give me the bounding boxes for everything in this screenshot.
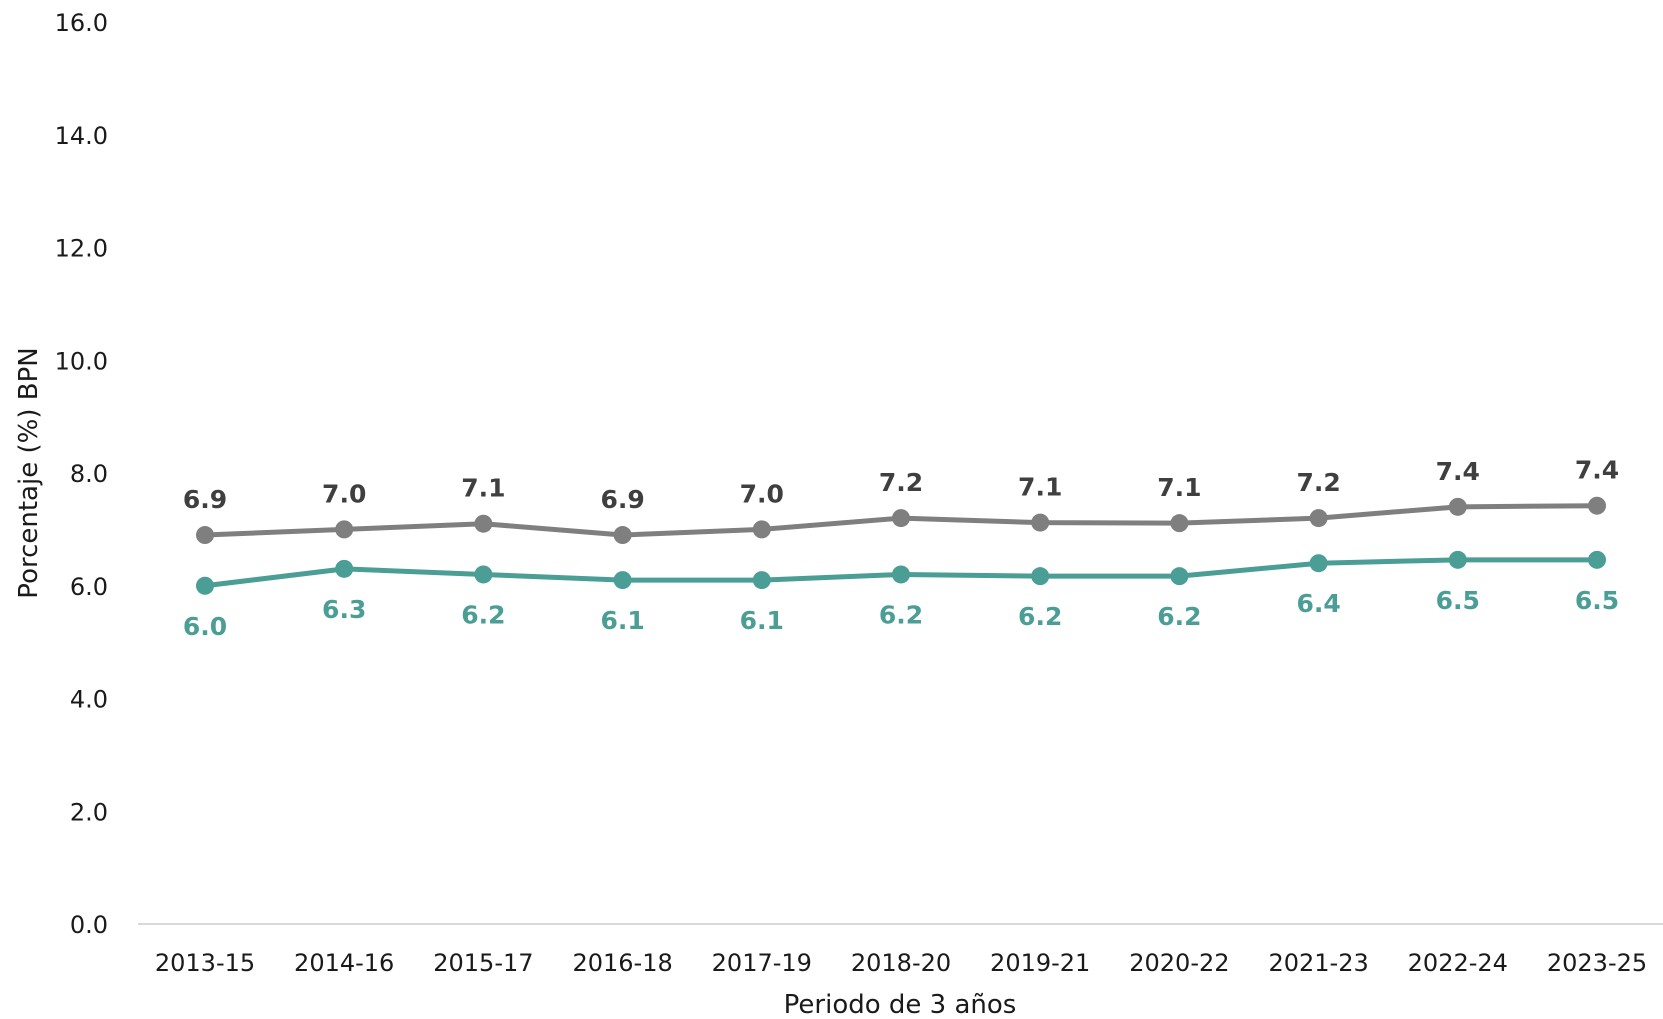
data-label: 7.0: [740, 479, 784, 508]
data-point: [196, 526, 214, 545]
x-axis-title: Periodo de 3 años: [784, 990, 1017, 1019]
data-label: 7.0: [322, 479, 366, 508]
x-tick-label: 2017-19: [712, 949, 812, 977]
x-axis-ticks: 2013-15 2014-16 2015-17 2016-18 2017-19 2018-…: [155, 949, 1647, 977]
data-label: 6.9: [600, 485, 644, 514]
data-point: [1170, 514, 1189, 533]
y-tick-label: 0.0: [70, 911, 108, 939]
data-label: 7.1: [461, 474, 505, 503]
data-point: [474, 565, 493, 584]
y-tick-label: 12.0: [55, 235, 108, 263]
data-label: 6.2: [1018, 602, 1062, 631]
data-label: 6.5: [1575, 586, 1619, 615]
data-point: [892, 565, 910, 584]
data-label: 6.3: [322, 595, 366, 624]
y-tick-label: 14.0: [55, 122, 108, 150]
y-tick-label: 10.0: [55, 347, 108, 375]
series-2: 6.0 6.3 6.2 6.1 6.1 6.2 6.2 6.2 6.4 6.5 6.5: [183, 550, 1619, 641]
data-label: 6.9: [183, 485, 227, 514]
x-tick-label: 2014-16: [294, 949, 394, 977]
data-label: 6.1: [600, 606, 644, 635]
data-point: [1031, 513, 1050, 532]
data-point: [1031, 567, 1050, 586]
x-tick-label: 2015-17: [433, 949, 533, 977]
x-tick-label: 2022-24: [1408, 949, 1508, 977]
x-tick-label: 2021-23: [1268, 949, 1368, 977]
data-point: [1170, 567, 1189, 586]
data-point: [1309, 554, 1328, 573]
x-tick-label: 2013-15: [155, 949, 255, 977]
y-tick-label: 4.0: [70, 686, 108, 714]
y-tick-label: 16.0: [55, 9, 108, 37]
y-tick-label: 6.0: [70, 573, 108, 601]
x-tick-label: 2019-21: [990, 949, 1090, 977]
x-tick-label: 2020-22: [1129, 949, 1229, 977]
data-label: 6.1: [740, 606, 784, 635]
y-tick-label: 2.0: [70, 798, 108, 826]
data-label: 7.4: [1575, 456, 1619, 485]
data-point: [1448, 550, 1467, 569]
data-label: 7.1: [1018, 473, 1062, 502]
data-point: [196, 576, 214, 595]
x-tick-label: 2018-20: [851, 949, 951, 977]
data-label: 6.2: [1157, 602, 1201, 631]
data-point: [1448, 497, 1467, 516]
y-axis-ticks: 0.0 2.0 4.0 6.0 8.0 10.0 12.0 14.0 16.0: [55, 9, 108, 939]
data-label: 6.2: [879, 600, 923, 629]
data-label: 6.0: [183, 612, 227, 641]
data-label: 7.4: [1436, 457, 1480, 486]
data-point: [892, 509, 910, 528]
data-point: [1309, 509, 1328, 528]
data-point: [1588, 550, 1606, 569]
data-label: 6.5: [1436, 586, 1480, 615]
data-point: [335, 559, 354, 578]
data-label: 7.2: [1296, 468, 1340, 497]
data-point: [613, 526, 632, 545]
data-point: [1588, 496, 1606, 515]
series-1: 6.9 7.0 7.1 6.9 7.0 7.2 7.1 7.1 7.2 7.4 7.4: [183, 456, 1619, 545]
data-point: [613, 571, 632, 590]
data-point: [752, 520, 771, 539]
y-tick-label: 8.0: [70, 460, 108, 488]
data-label: 6.2: [461, 600, 505, 629]
series-layer: 6.9 7.0 7.1 6.9 7.0 7.2 7.1 7.1 7.2 7.4 7.46.06.3 6…: [183, 456, 1619, 641]
x-tick-label: 2016-18: [572, 949, 672, 977]
data-point: [752, 571, 771, 590]
data-label: 7.2: [879, 468, 923, 497]
data-point: [335, 520, 354, 539]
data-label: 6.4: [1296, 589, 1340, 618]
y-axis-title: Porcentaje (%) BPN: [14, 347, 44, 598]
x-tick-label: 2023-25: [1547, 949, 1647, 977]
data-label: 7.1: [1157, 473, 1201, 502]
data-point: [474, 514, 493, 533]
